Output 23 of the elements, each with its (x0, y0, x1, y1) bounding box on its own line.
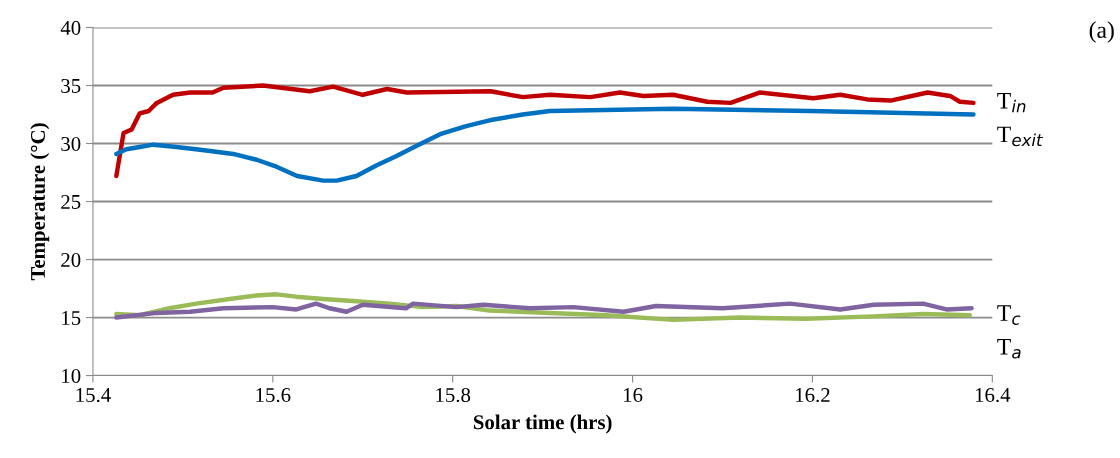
y-tick-label: 40 (60, 20, 81, 35)
line-series (114, 106, 976, 183)
y-axis-title: Temperature (°C) (30, 123, 50, 281)
y-tick-label: 35 (61, 78, 81, 93)
y-tick-label: 20 (61, 252, 81, 267)
y-tick-label: 15 (62, 311, 81, 325)
x-tick-label: 15.8 (436, 387, 471, 403)
x-tick-label: 15.6 (256, 388, 291, 403)
x-tick-label: 15.4 (76, 388, 111, 403)
text: (a) (1089, 21, 1114, 43)
series-label: T$_{exit}$ (997, 126, 1043, 147)
x-tick-label: 16.4 (975, 388, 1011, 403)
x-axis-title: Solar time (hrs) (473, 414, 612, 434)
series-label: T$_{c}$ (997, 305, 1021, 325)
x-tick-label: 16.2 (796, 388, 830, 403)
line-series (114, 83, 976, 179)
y-tick-label: 10 (62, 368, 81, 383)
series-label: T$_{a}$ (997, 338, 1021, 359)
x-tick-label: 16 (623, 388, 643, 403)
line-series (114, 301, 974, 320)
series-label: T$_{in}$ (997, 92, 1026, 113)
y-tick-label: 30 (61, 136, 81, 151)
y-tick-label: 25 (61, 194, 81, 209)
